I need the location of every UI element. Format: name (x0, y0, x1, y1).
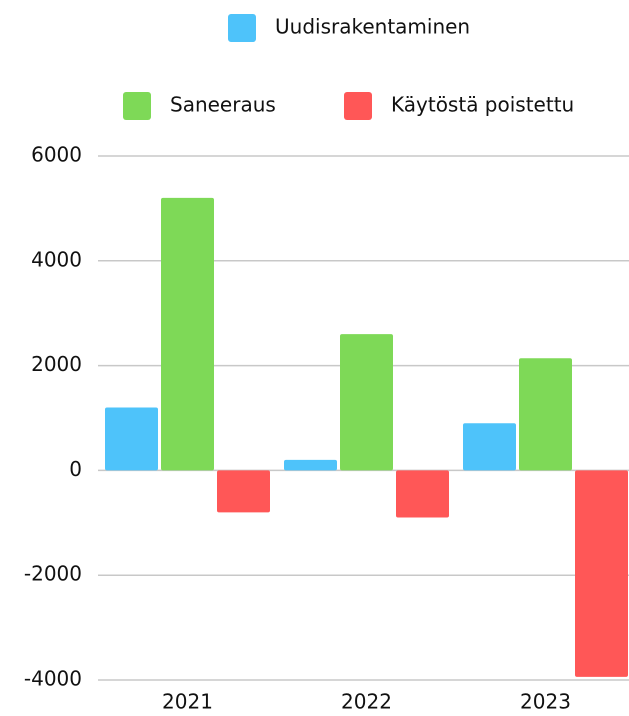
legend-swatch (344, 92, 372, 120)
y-tick-label: 0 (69, 457, 82, 481)
bar (463, 423, 516, 471)
bar (396, 470, 449, 518)
y-tick-label: 6000 (31, 143, 82, 167)
legend-label: Saneeraus (170, 93, 276, 117)
bar (340, 334, 393, 471)
y-tick-label: 2000 (31, 352, 82, 376)
legend-swatch (123, 92, 151, 120)
legend-swatch (228, 14, 256, 42)
y-tick-label: -2000 (24, 562, 82, 586)
y-tick-label: 4000 (31, 247, 82, 271)
legend-label: Käytöstä poistettu (391, 93, 574, 117)
bar (105, 407, 158, 471)
x-tick-label: 2022 (341, 690, 392, 714)
bar (217, 470, 270, 513)
x-tick-label: 2021 (162, 690, 213, 714)
bar (575, 470, 628, 677)
x-tick-label: 2023 (520, 690, 571, 714)
bar (284, 459, 337, 471)
legend-label: Uudisrakentaminen (275, 15, 470, 39)
bar (519, 358, 572, 471)
bar (161, 197, 214, 471)
y-tick-label: -4000 (24, 667, 82, 691)
